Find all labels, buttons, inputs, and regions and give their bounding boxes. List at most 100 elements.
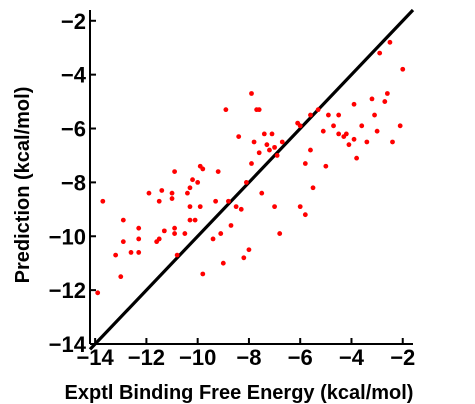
x-tick-label: −6 (288, 345, 313, 370)
data-point (302, 161, 308, 166)
y-tick-label: −12 (49, 278, 86, 303)
data-point (100, 198, 106, 204)
data-point (336, 131, 342, 137)
data-point (187, 185, 193, 191)
x-tick-label: −14 (76, 345, 114, 370)
y-tick-label: −8 (61, 170, 86, 195)
data-point (320, 128, 326, 134)
data-point (190, 177, 195, 183)
data-point (343, 131, 349, 137)
data-point (261, 131, 267, 137)
data-point (310, 185, 316, 191)
data-point (269, 131, 275, 137)
data-point (308, 147, 313, 153)
data-point (95, 290, 101, 296)
data-point (387, 39, 393, 45)
data-point (241, 255, 247, 261)
data-point (200, 271, 206, 277)
data-point (400, 66, 406, 72)
data-point (218, 231, 224, 236)
data-point (146, 190, 152, 196)
data-point (246, 247, 252, 253)
data-point (382, 99, 388, 104)
data-point (308, 112, 313, 118)
data-point (302, 212, 308, 218)
x-tick-label: −10 (179, 345, 216, 370)
data-point (187, 204, 193, 210)
x-tick-label: −8 (236, 345, 261, 370)
data-point (113, 252, 119, 258)
data-point (156, 198, 162, 204)
data-point (267, 147, 272, 153)
data-point (228, 223, 234, 228)
data-point (251, 139, 257, 145)
data-point (182, 231, 188, 236)
data-point (264, 142, 270, 148)
data-point (223, 107, 229, 113)
data-point (256, 150, 262, 156)
data-point (233, 204, 239, 210)
data-point (384, 91, 390, 96)
reference-line-layer (88, 8, 415, 351)
data-point (354, 155, 360, 161)
data-point (192, 217, 198, 223)
data-point (272, 204, 277, 210)
ticks-layer: −14 −12 −10 −8 −6 −4 −2 −14 −12 −10 −8 −6 −4 −2 (49, 9, 416, 370)
data-point (346, 142, 352, 148)
data-point (259, 190, 265, 196)
data-point (297, 204, 303, 210)
data-point (336, 112, 342, 118)
data-point (169, 196, 175, 201)
data-point (274, 153, 280, 158)
data-point (172, 225, 177, 231)
data-point (279, 139, 285, 145)
data-point (118, 274, 124, 280)
data-point (243, 179, 249, 185)
data-point (185, 190, 190, 196)
data-point (159, 188, 165, 193)
data-point (187, 217, 193, 223)
data-point (272, 144, 277, 150)
data-point (364, 139, 370, 145)
data-point (359, 123, 365, 129)
data-point (326, 112, 331, 118)
data-point (172, 231, 177, 236)
data-point (390, 139, 395, 145)
data-point (156, 236, 162, 242)
data-point (397, 123, 403, 129)
x-axis-title: Exptl Binding Free Energy (kcal/mol) (65, 382, 414, 404)
data-point (331, 123, 336, 129)
data-point (236, 134, 242, 139)
data-point (351, 136, 357, 142)
data-point (369, 96, 375, 102)
data-point (351, 101, 357, 107)
data-point (210, 236, 216, 242)
data-point (377, 50, 383, 56)
data-point (128, 250, 134, 255)
data-point (197, 204, 203, 210)
data-point (238, 206, 244, 212)
data-point (136, 236, 142, 242)
data-point (372, 112, 377, 118)
data-point (195, 179, 201, 185)
data-point (249, 91, 254, 96)
data-point (215, 169, 221, 175)
data-point (315, 107, 321, 113)
data-point (136, 250, 142, 255)
data-point (249, 161, 254, 166)
y-tick-label: −2 (61, 9, 86, 34)
y-tick-label: −10 (49, 224, 86, 249)
y-tick-label: −6 (61, 117, 86, 142)
data-point (213, 198, 219, 204)
y-tick-label: −4 (61, 63, 87, 88)
data-point (172, 169, 177, 175)
y-axis-title: Prediction (kcal/mol) (12, 87, 34, 284)
data-point (174, 252, 180, 258)
data-point (374, 128, 380, 134)
data-point (277, 231, 283, 236)
data-point (200, 166, 206, 172)
data-point (297, 123, 303, 129)
data-point (226, 198, 231, 204)
reference-line (88, 8, 415, 351)
